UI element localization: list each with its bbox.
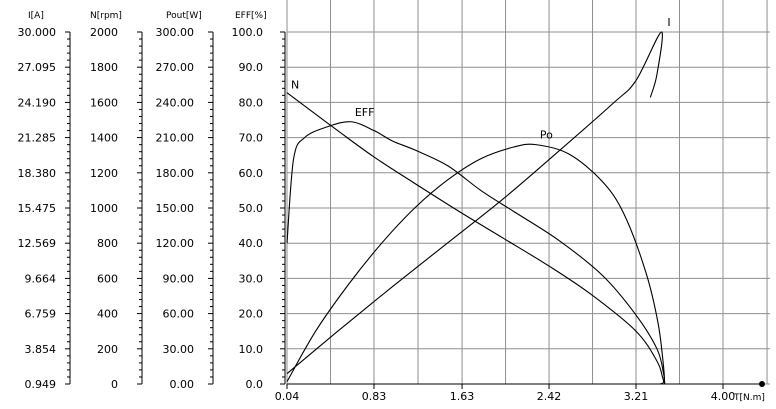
x-tick-label: 3.21 [624, 390, 649, 403]
y-axis-label: I[A] [28, 11, 44, 21]
y-tick-label: 90.0 [239, 61, 264, 74]
y-tick-label: 27.095 [18, 61, 57, 74]
x-axis-label: T[N.m] [733, 393, 765, 403]
y-tick-label: 50.0 [239, 202, 264, 215]
series-label-n: N [291, 79, 299, 92]
y-tick-label: 100.0 [232, 26, 264, 39]
y-axis-label: EFF[%] [235, 11, 267, 21]
series-line-po [286, 143, 666, 385]
y-tick-label: 60.00 [163, 308, 195, 321]
y-tick-label: 0.949 [25, 378, 57, 391]
y-tick-label: 0.00 [170, 378, 195, 391]
x-tick-label: 1.63 [450, 390, 475, 403]
y-tick-label: 1400 [90, 132, 118, 145]
x-axis-arrow-icon [759, 381, 765, 387]
curves [286, 31, 666, 385]
y-tick-label: 400 [97, 308, 118, 321]
y-tick-label: 6.759 [25, 308, 57, 321]
y-tick-label: 12.569 [18, 237, 57, 250]
y-tick-label: 0 [111, 378, 118, 391]
y-tick-label: 240.00 [156, 96, 195, 109]
y-tick-label: 1800 [90, 61, 118, 74]
y-tick-label: 200 [97, 343, 118, 356]
y-tick-label: 210.00 [156, 132, 195, 145]
y-tick-label: 270.00 [156, 61, 195, 74]
y-tick-label: 1000 [90, 202, 118, 215]
x-tick-label: 0.04 [275, 390, 300, 403]
y-tick-label: 21.285 [18, 132, 57, 145]
series-line-i [286, 31, 663, 375]
y-axis-label: Pout[W] [166, 11, 202, 21]
y-tick-label: 800 [97, 237, 118, 250]
axes [65, 31, 765, 389]
y-tick-label: 120.00 [156, 237, 195, 250]
grid [286, 0, 770, 385]
y-tick-label: 20.0 [239, 308, 264, 321]
y-tick-label: 30.000 [18, 26, 57, 39]
y-tick-label: 70.0 [239, 132, 264, 145]
series-label-po: Po [540, 129, 553, 142]
y-tick-label: 9.664 [25, 272, 57, 285]
y-tick-label: 15.475 [18, 202, 57, 215]
y-tick-label: 180.00 [156, 167, 195, 180]
y-tick-label: 60.0 [239, 167, 264, 180]
y-axis-label: N[rpm] [90, 11, 122, 21]
y-tick-label: 90.00 [163, 272, 195, 285]
y-tick-label: 2000 [90, 26, 118, 39]
series-label-i: I [667, 16, 670, 29]
x-tick-label: 4.00 [711, 390, 736, 403]
y-tick-label: 10.0 [239, 343, 264, 356]
series-line-eff [286, 121, 666, 385]
y-tick-label: 0.0 [246, 378, 264, 391]
y-tick-label: 150.00 [156, 202, 195, 215]
y-tick-label: 30.0 [239, 272, 264, 285]
x-tick-label: 2.42 [537, 390, 562, 403]
labels: I[A]30.00027.09524.19021.28518.38015.475… [18, 11, 765, 403]
y-tick-label: 1200 [90, 167, 118, 180]
y-tick-label: 40.0 [239, 237, 264, 250]
y-tick-label: 1600 [90, 96, 118, 109]
y-tick-label: 300.00 [156, 26, 195, 39]
y-tick-label: 18.380 [18, 167, 57, 180]
series-line-n [286, 92, 665, 385]
y-tick-label: 80.0 [239, 96, 264, 109]
y-tick-label: 30.00 [163, 343, 195, 356]
y-tick-label: 24.190 [18, 96, 57, 109]
x-tick-label: 0.83 [362, 390, 387, 403]
y-tick-label: 3.854 [25, 343, 57, 356]
series-label-eff: EFF [355, 106, 375, 119]
y-tick-label: 600 [97, 272, 118, 285]
